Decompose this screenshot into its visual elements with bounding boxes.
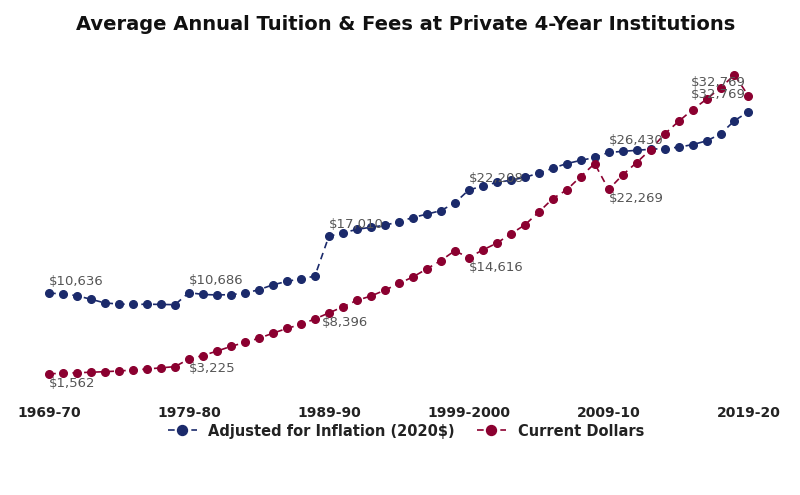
Adjusted for Inflation (2020$) <box>730 118 739 124</box>
Current Dollars <box>254 335 264 341</box>
Text: $17,010: $17,010 <box>329 218 384 231</box>
Adjusted for Inflation (2020$) <box>562 160 571 166</box>
Text: $1,562: $1,562 <box>49 377 96 390</box>
Text: $14,616: $14,616 <box>469 261 523 274</box>
Text: $26,430: $26,430 <box>609 134 663 147</box>
Current Dollars <box>716 85 726 91</box>
Current Dollars <box>506 231 515 237</box>
Text: $22,269: $22,269 <box>609 193 663 205</box>
Legend: Adjusted for Inflation (2020$), Current Dollars: Adjusted for Inflation (2020$), Current … <box>162 418 650 445</box>
Adjusted for Inflation (2020$) <box>212 292 222 298</box>
Line: Current Dollars: Current Dollars <box>46 71 752 378</box>
Current Dollars <box>548 196 558 201</box>
Line: Adjusted for Inflation (2020$): Adjusted for Inflation (2020$) <box>46 108 752 308</box>
Current Dollars <box>744 93 754 99</box>
Adjusted for Inflation (2020$) <box>744 109 754 115</box>
Adjusted for Inflation (2020$) <box>170 301 180 307</box>
Current Dollars <box>268 330 278 336</box>
Text: $22,208: $22,208 <box>469 172 524 185</box>
Title: Average Annual Tuition & Fees at Private 4-Year Institutions: Average Annual Tuition & Fees at Private… <box>76 15 735 34</box>
Current Dollars <box>730 72 739 78</box>
Text: $32,769: $32,769 <box>691 88 746 101</box>
Text: $3,225: $3,225 <box>189 362 236 375</box>
Current Dollars <box>44 371 54 377</box>
Adjusted for Inflation (2020$) <box>268 282 278 288</box>
Text: $10,686: $10,686 <box>189 274 244 287</box>
Text: $32,769: $32,769 <box>691 76 746 89</box>
Current Dollars <box>198 352 208 358</box>
Adjusted for Inflation (2020$) <box>282 279 292 285</box>
Text: $10,636: $10,636 <box>49 275 104 288</box>
Adjusted for Inflation (2020$) <box>44 290 54 296</box>
Text: $8,396: $8,396 <box>322 316 368 329</box>
Adjusted for Inflation (2020$) <box>520 174 530 180</box>
